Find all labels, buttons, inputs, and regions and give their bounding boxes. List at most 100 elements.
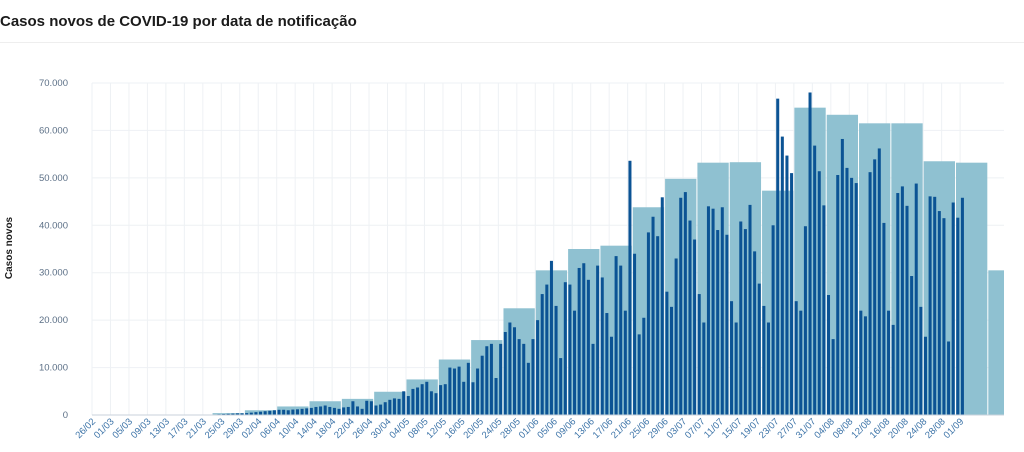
daily-bar xyxy=(305,408,309,415)
daily-bar xyxy=(420,384,424,415)
daily-bar xyxy=(513,327,517,415)
daily-bar xyxy=(633,253,637,415)
daily-bar xyxy=(360,408,364,415)
daily-bar xyxy=(226,413,230,415)
daily-bar xyxy=(328,406,332,415)
daily-bar xyxy=(499,343,503,415)
daily-bar xyxy=(573,310,577,415)
y-tick-label: 30.000 xyxy=(39,268,68,279)
x-tick-label: 21/03 xyxy=(184,416,209,441)
x-tick-label: 07/07 xyxy=(683,416,708,441)
daily-bar xyxy=(762,305,766,415)
daily-bar xyxy=(254,412,258,415)
daily-bar xyxy=(697,294,701,415)
daily-bar xyxy=(406,396,410,415)
daily-bar xyxy=(619,265,623,415)
x-tick-label: 13/06 xyxy=(572,416,597,441)
daily-bar xyxy=(439,385,443,415)
daily-bar xyxy=(923,336,927,415)
daily-bar xyxy=(706,206,710,415)
y-tick-label: 20.000 xyxy=(39,315,68,326)
daily-bar xyxy=(845,167,849,415)
daily-bar xyxy=(263,411,267,415)
x-tick-label: 02/04 xyxy=(240,416,265,441)
daily-bar xyxy=(332,407,336,415)
x-tick-label: 06/04 xyxy=(258,416,283,441)
x-tick-label: 15/07 xyxy=(720,416,745,441)
daily-bar xyxy=(891,324,895,415)
daily-bar xyxy=(434,393,438,415)
daily-bar xyxy=(402,391,406,415)
x-tick-label: 13/03 xyxy=(147,416,172,441)
daily-bar xyxy=(947,341,951,415)
x-tick-label: 24/08 xyxy=(905,416,930,441)
daily-bar xyxy=(859,310,863,415)
daily-bar xyxy=(531,339,535,415)
daily-bar xyxy=(526,362,530,415)
daily-bar xyxy=(863,316,867,415)
daily-bar xyxy=(374,405,378,415)
x-tick-label: 24/05 xyxy=(480,416,505,441)
daily-bar xyxy=(670,306,674,415)
daily-bar xyxy=(286,410,290,415)
daily-bar xyxy=(522,343,526,415)
daily-bar xyxy=(822,205,826,415)
daily-bar xyxy=(734,322,738,415)
daily-bar xyxy=(960,197,964,415)
daily-bar xyxy=(651,216,655,415)
y-axis-label: Casos novos xyxy=(4,216,15,279)
daily-bar xyxy=(951,202,955,415)
daily-bar xyxy=(596,265,600,415)
daily-bar xyxy=(900,186,904,415)
daily-bar xyxy=(748,204,752,415)
x-tick-label: 16/08 xyxy=(868,416,893,441)
daily-bar xyxy=(351,401,355,415)
daily-bar xyxy=(549,260,553,415)
x-tick-label: 29/03 xyxy=(221,416,246,441)
x-tick-label: 23/07 xyxy=(757,416,782,441)
weekly-bar xyxy=(988,270,1004,415)
daily-bar xyxy=(711,208,715,415)
daily-bar xyxy=(346,406,350,415)
x-tick-label: 19/07 xyxy=(738,416,763,441)
daily-bar xyxy=(489,343,493,415)
x-tick-label: 04/08 xyxy=(812,416,837,441)
daily-bar xyxy=(235,413,239,415)
daily-bar xyxy=(702,322,706,415)
y-tick-label: 0 xyxy=(63,410,68,421)
y-tick-label: 60.000 xyxy=(39,125,68,136)
y-tick-label: 10.000 xyxy=(39,363,68,374)
daily-bar xyxy=(457,366,461,415)
title-divider xyxy=(0,42,1024,43)
daily-bar xyxy=(660,197,664,415)
x-tick-label: 16/05 xyxy=(443,416,468,441)
daily-bar xyxy=(799,310,803,415)
daily-bar xyxy=(383,402,387,415)
daily-bar xyxy=(928,196,932,415)
daily-bar xyxy=(411,388,415,415)
x-tick-label: 27/07 xyxy=(775,416,800,441)
daily-bar xyxy=(937,211,941,415)
daily-bar xyxy=(466,362,470,415)
daily-bar xyxy=(379,404,383,415)
daily-bar xyxy=(356,406,360,415)
daily-bar xyxy=(319,406,323,415)
daily-bar xyxy=(780,136,784,415)
x-tick-label: 12/05 xyxy=(424,416,449,441)
chart-title: Casos novos de COVID-19 por data de noti… xyxy=(0,13,357,30)
daily-bar xyxy=(914,183,918,415)
x-tick-label: 31/07 xyxy=(794,416,819,441)
x-tick-label: 03/07 xyxy=(665,416,690,441)
daily-bar xyxy=(683,192,687,415)
x-tick-label: 08/08 xyxy=(831,416,856,441)
daily-bar xyxy=(231,413,235,415)
daily-bar xyxy=(753,251,757,415)
daily-bar xyxy=(536,320,540,415)
daily-bar xyxy=(693,239,697,415)
daily-bar xyxy=(268,410,272,415)
daily-bar xyxy=(480,355,484,415)
x-tick-label: 14/04 xyxy=(295,416,320,441)
daily-bar xyxy=(868,172,872,415)
daily-bar xyxy=(554,305,558,415)
daily-bar xyxy=(614,256,618,415)
